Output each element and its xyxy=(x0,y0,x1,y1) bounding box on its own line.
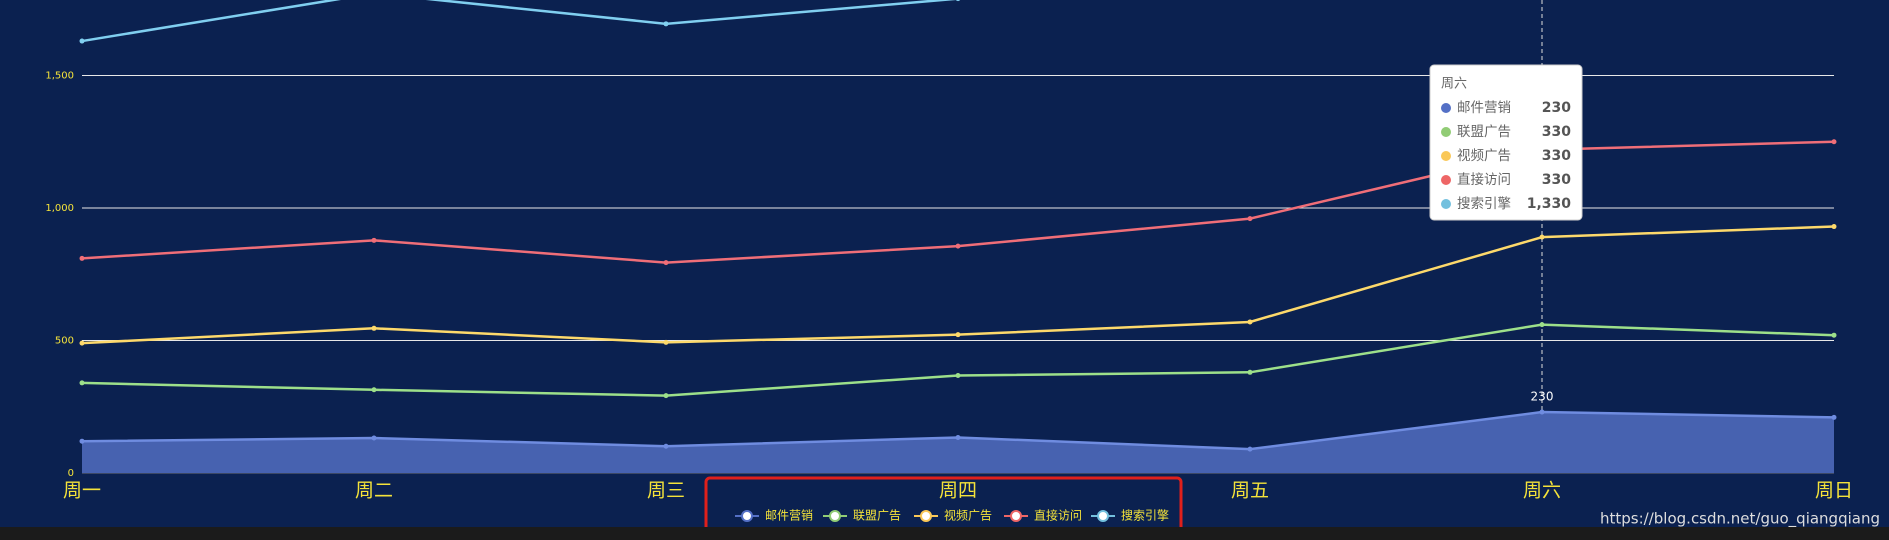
taskbar xyxy=(0,527,1889,540)
point xyxy=(371,237,377,243)
legend-label: 搜索引擎 xyxy=(1121,508,1169,523)
area xyxy=(82,412,1834,473)
tooltip-value: 330 xyxy=(1542,172,1571,188)
y-tick-label: 500 xyxy=(55,336,74,347)
tooltip xyxy=(1429,64,1583,221)
x-tick-label: 周一 xyxy=(63,480,101,502)
point xyxy=(955,243,961,249)
point xyxy=(1539,322,1545,328)
legend-label: 直接访问 xyxy=(1034,508,1082,523)
point xyxy=(663,443,669,449)
tooltip-value: 330 xyxy=(1542,148,1571,164)
tooltip-marker xyxy=(1441,127,1451,137)
legend-icon xyxy=(1097,510,1109,522)
point xyxy=(1831,414,1837,420)
tooltip-value: 230 xyxy=(1542,100,1571,116)
point xyxy=(1831,139,1837,145)
x-tick-label: 周二 xyxy=(355,480,393,502)
legend-label: 邮件营销 xyxy=(765,509,813,523)
point xyxy=(1247,446,1253,452)
point xyxy=(955,0,961,2)
tooltip-title: 周六 xyxy=(1441,77,1467,92)
point xyxy=(955,434,961,440)
tooltip-marker xyxy=(1441,151,1451,161)
point xyxy=(1831,224,1837,230)
tooltip-marker xyxy=(1441,175,1451,185)
tooltip-value: 330 xyxy=(1542,124,1571,140)
point xyxy=(1831,332,1837,338)
y-tick-label: 1,500 xyxy=(45,71,74,82)
point xyxy=(663,393,669,399)
point xyxy=(371,435,377,441)
legend-icon xyxy=(829,510,841,522)
point xyxy=(663,260,669,266)
legend-label: 联盟广告 xyxy=(853,509,901,523)
tooltip-series-name: 邮件营销 xyxy=(1457,100,1511,116)
point xyxy=(955,372,961,378)
point xyxy=(1247,369,1253,375)
point xyxy=(1539,409,1545,415)
x-tick-label: 周五 xyxy=(1231,480,1269,502)
point xyxy=(371,325,377,331)
point xyxy=(79,438,85,444)
point xyxy=(1247,319,1253,325)
point xyxy=(663,339,669,345)
tooltip-series-name: 视频广告 xyxy=(1457,148,1511,164)
point xyxy=(663,21,669,27)
y-tick-label: 0 xyxy=(68,468,74,479)
point xyxy=(1247,216,1253,222)
tooltip-marker xyxy=(1441,199,1451,209)
data-label: 230 xyxy=(1531,390,1554,404)
x-tick-label: 周三 xyxy=(647,480,685,502)
point xyxy=(79,380,85,386)
x-tick-label: 周日 xyxy=(1815,480,1853,502)
point xyxy=(955,332,961,338)
point xyxy=(79,255,85,261)
tooltip-series-name: 联盟广告 xyxy=(1457,124,1511,140)
tooltip-series-name: 搜索引擎 xyxy=(1457,196,1511,212)
point xyxy=(79,340,85,346)
x-tick-label: 周六 xyxy=(1523,480,1561,502)
watermark: https://blog.csdn.net/guo_qiangqiang xyxy=(1600,510,1880,529)
line xyxy=(81,0,957,43)
legend-icon xyxy=(920,510,932,522)
legend-label: 视频广告 xyxy=(944,508,992,523)
point xyxy=(1539,234,1545,240)
x-tick-label: 周四 xyxy=(939,480,977,502)
legend-icon xyxy=(1010,510,1022,522)
point xyxy=(371,387,377,393)
legend-icon xyxy=(741,510,753,522)
tooltip-value: 1,330 xyxy=(1527,196,1572,212)
tooltip-marker xyxy=(1441,103,1451,113)
y-tick-label: 1,000 xyxy=(45,203,74,214)
tooltip-series-name: 直接访问 xyxy=(1457,171,1511,188)
point xyxy=(79,38,85,44)
